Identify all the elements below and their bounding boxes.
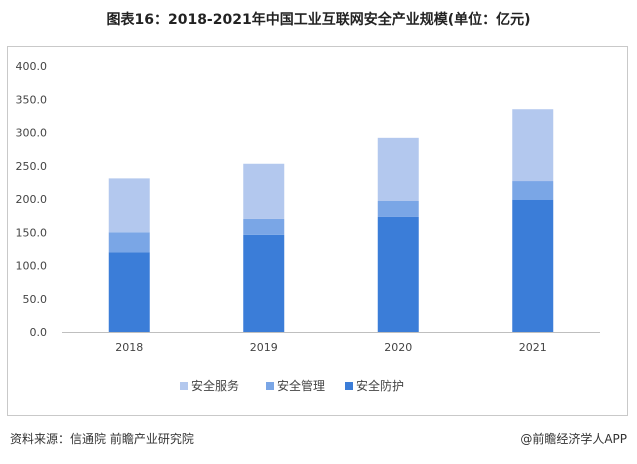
bar-2020-安全防护	[377, 216, 419, 332]
y-tick-label: 300.0	[16, 127, 48, 140]
bar-2020-安全管理	[377, 200, 419, 217]
bar-2018-安全服务	[108, 178, 150, 233]
bar-2019-安全管理	[243, 218, 285, 235]
x-tick-label: 2021	[519, 341, 547, 354]
bar-2020-安全服务	[377, 137, 419, 201]
legend-label: 安全防护	[356, 378, 404, 393]
x-tick-label: 2018	[115, 341, 143, 354]
legend-swatch	[180, 382, 188, 390]
x-tick-label: 2020	[384, 341, 412, 354]
brand-credit: @前瞻经济学人APP	[520, 432, 627, 446]
y-tick-label: 0.0	[30, 326, 48, 339]
chart-title: 图表16：2018-2021年中国工业互联网安全产业规模(单位：亿元)	[106, 12, 531, 28]
bar-2019-安全防护	[243, 234, 285, 332]
legend-label: 安全服务	[191, 378, 239, 393]
bar-2021-安全管理	[512, 181, 554, 200]
bar-2021-安全服务	[512, 109, 554, 182]
legend-swatch	[345, 382, 353, 390]
y-tick-label: 50.0	[23, 293, 48, 306]
y-tick-label: 250.0	[16, 160, 48, 173]
y-tick-label: 150.0	[16, 226, 48, 239]
bar-2021-安全防护	[512, 199, 554, 332]
bar-2019-安全服务	[243, 163, 285, 219]
y-tick-label: 400.0	[16, 60, 48, 73]
bar-2018-安全防护	[108, 252, 150, 332]
legend-swatch	[266, 382, 274, 390]
y-tick-label: 350.0	[16, 93, 48, 106]
bar-2018-安全管理	[108, 232, 150, 253]
source-note: 资料来源：信通院 前瞻产业研究院	[10, 432, 194, 446]
y-tick-label: 200.0	[16, 193, 48, 206]
y-tick-label: 100.0	[16, 260, 48, 273]
chart-frame	[7, 46, 628, 416]
x-tick-label: 2019	[250, 341, 278, 354]
legend-label: 安全管理	[277, 378, 325, 393]
